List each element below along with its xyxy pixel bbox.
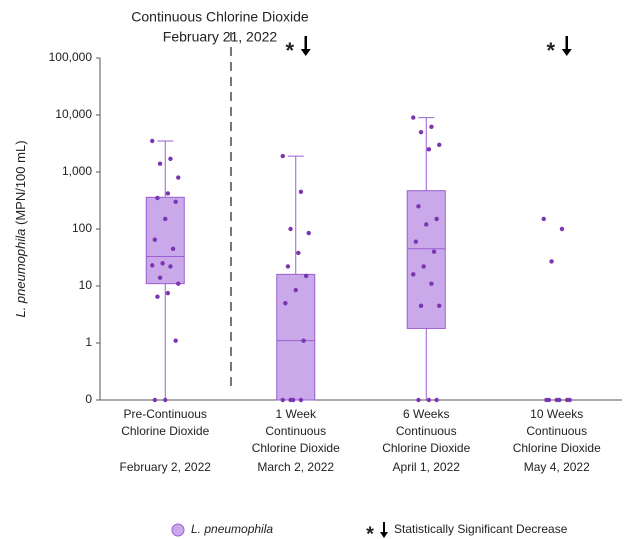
data-point bbox=[163, 397, 168, 403]
x-tick-date: April 1, 2022 bbox=[393, 460, 461, 474]
data-point bbox=[152, 237, 158, 242]
data-point bbox=[426, 147, 432, 152]
data-point bbox=[296, 250, 301, 256]
data-point bbox=[413, 239, 419, 244]
data-point bbox=[544, 397, 549, 403]
data-point bbox=[152, 397, 158, 403]
x-tick-label: Continuous bbox=[526, 424, 587, 438]
y-tick-label: 1,000 bbox=[62, 164, 92, 178]
data-point bbox=[157, 275, 163, 280]
data-point bbox=[157, 161, 163, 166]
data-point bbox=[411, 115, 416, 120]
data-point bbox=[283, 300, 288, 306]
y-tick-label: 0 bbox=[85, 392, 92, 406]
x-tick-label: Continuous bbox=[396, 424, 457, 438]
box bbox=[276, 273, 316, 401]
y-tick-label: 100 bbox=[72, 221, 92, 235]
data-point bbox=[301, 338, 306, 343]
data-point bbox=[426, 397, 432, 403]
sig-arrow-head bbox=[561, 49, 572, 56]
data-point bbox=[559, 226, 565, 232]
data-point bbox=[421, 264, 426, 269]
x-tick-label: Chlorine Dioxide bbox=[382, 441, 470, 455]
data-point bbox=[293, 287, 298, 293]
x-tick-label: Pre-Continuous bbox=[124, 407, 207, 421]
x-tick-label: Chlorine Dioxide bbox=[252, 441, 340, 455]
x-tick-label: 6 Weeks bbox=[403, 407, 449, 421]
data-point bbox=[165, 290, 171, 296]
x-tick-date: May 4, 2022 bbox=[524, 460, 590, 474]
data-point bbox=[418, 303, 424, 308]
y-tick-label: 1 bbox=[85, 335, 92, 349]
y-tick-label: 10 bbox=[79, 278, 93, 292]
y-axis-label: L. pneumophila (MPN/100 mL) bbox=[13, 140, 28, 317]
y-axis-label-unit: (MPN/100 mL) bbox=[13, 140, 28, 225]
y-tick-label: 100,000 bbox=[49, 50, 93, 64]
data-point bbox=[285, 264, 291, 269]
legend-marker bbox=[171, 523, 185, 537]
data-point bbox=[170, 246, 176, 251]
legend-label: L. pneumophila bbox=[191, 522, 273, 536]
x-tick-label: 10 Weeks bbox=[530, 407, 583, 421]
legend-arrow-head bbox=[380, 532, 388, 538]
data-point bbox=[298, 189, 304, 194]
legend-sig-marker: * bbox=[366, 523, 374, 539]
data-point bbox=[155, 195, 160, 201]
data-point bbox=[168, 156, 173, 162]
sig-marker: * bbox=[285, 38, 294, 63]
x-tick-date: February 2, 2022 bbox=[120, 460, 212, 474]
data-point bbox=[176, 175, 181, 180]
data-point bbox=[168, 264, 173, 269]
x-tick-label: Chlorine Dioxide bbox=[513, 441, 601, 455]
sig-marker: * bbox=[546, 38, 555, 63]
divider-annotation: February 21, 2022 bbox=[163, 29, 278, 45]
data-point bbox=[288, 226, 293, 232]
x-tick-label: 1 Week bbox=[276, 407, 317, 421]
data-point bbox=[437, 303, 442, 308]
data-point bbox=[416, 204, 421, 209]
data-point bbox=[288, 397, 293, 403]
data-point bbox=[150, 263, 155, 268]
data-point bbox=[416, 397, 421, 403]
data-point bbox=[418, 129, 424, 135]
data-point bbox=[298, 397, 304, 403]
data-point bbox=[424, 222, 429, 227]
data-point bbox=[303, 273, 309, 279]
data-point bbox=[280, 153, 285, 159]
y-axis-label-italic: L. pneumophila bbox=[13, 229, 28, 318]
data-point bbox=[554, 397, 559, 403]
legend-label: Statistically Significant Decrease bbox=[394, 522, 568, 536]
data-point bbox=[434, 216, 439, 222]
data-point bbox=[564, 397, 570, 403]
data-point bbox=[173, 338, 178, 343]
data-point bbox=[155, 294, 160, 299]
data-point bbox=[176, 281, 181, 286]
x-tick-date: March 2, 2022 bbox=[257, 460, 334, 474]
data-point bbox=[173, 199, 178, 205]
data-point bbox=[165, 191, 171, 196]
data-point bbox=[150, 138, 155, 144]
data-point bbox=[541, 216, 546, 222]
sig-arrow-head bbox=[300, 49, 311, 56]
data-point bbox=[163, 216, 168, 222]
y-tick-label: 10,000 bbox=[55, 107, 92, 121]
data-point bbox=[429, 281, 434, 286]
data-point bbox=[434, 397, 439, 403]
box bbox=[145, 196, 185, 285]
data-point bbox=[549, 259, 554, 264]
data-point bbox=[306, 230, 311, 236]
x-tick-label: Chlorine Dioxide bbox=[121, 424, 209, 438]
divider-annotation: Continuous Chlorine Dioxide bbox=[131, 9, 309, 25]
data-point bbox=[280, 397, 285, 403]
data-point bbox=[437, 142, 442, 148]
data-point bbox=[160, 261, 165, 266]
data-point bbox=[429, 124, 434, 130]
x-tick-label: Continuous bbox=[265, 424, 326, 438]
data-point bbox=[411, 272, 416, 277]
data-point bbox=[431, 249, 437, 254]
